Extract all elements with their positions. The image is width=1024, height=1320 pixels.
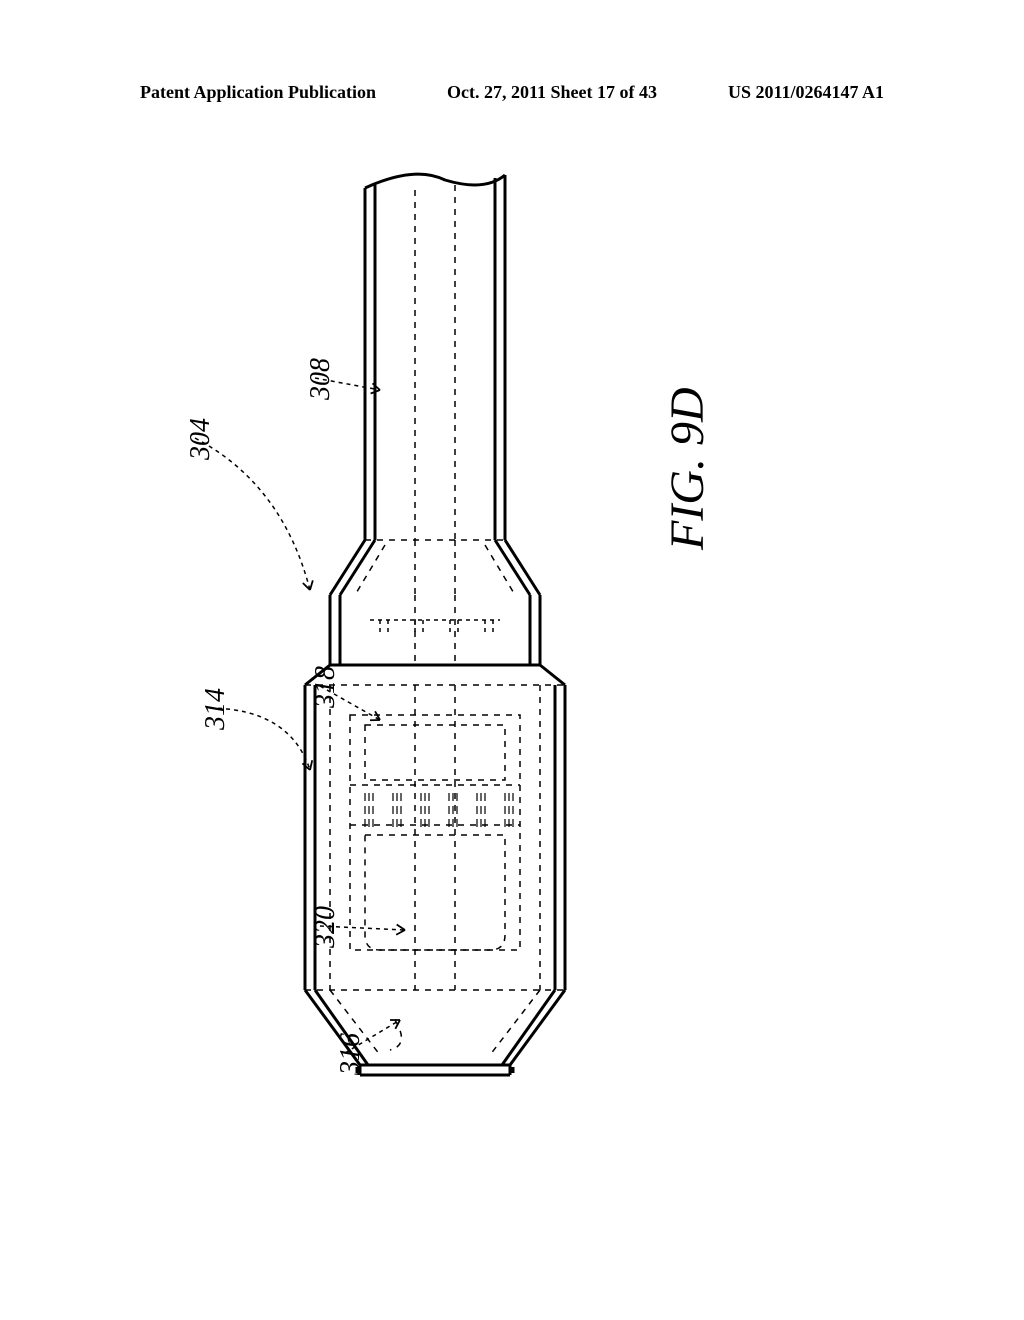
header-center: Oct. 27, 2011 Sheet 17 of 43 bbox=[447, 82, 657, 103]
figure-drawing bbox=[270, 160, 670, 1160]
header-left: Patent Application Publication bbox=[140, 82, 376, 103]
patent-page: Patent Application Publication Oct. 27, … bbox=[0, 0, 1024, 1320]
ref-318: 318 bbox=[310, 666, 342, 708]
ref-320: 320 bbox=[310, 906, 342, 948]
ref-314: 314 bbox=[200, 688, 232, 730]
ref-308: 308 bbox=[305, 358, 337, 400]
figure-label: FIG. 9D bbox=[660, 387, 715, 550]
ref-316: 316 bbox=[335, 1033, 367, 1075]
ref-304: 304 bbox=[185, 418, 217, 460]
page-header: Patent Application Publication Oct. 27, … bbox=[0, 82, 1024, 103]
device-svg bbox=[270, 160, 670, 1160]
header-right: US 2011/0264147 A1 bbox=[728, 82, 884, 103]
